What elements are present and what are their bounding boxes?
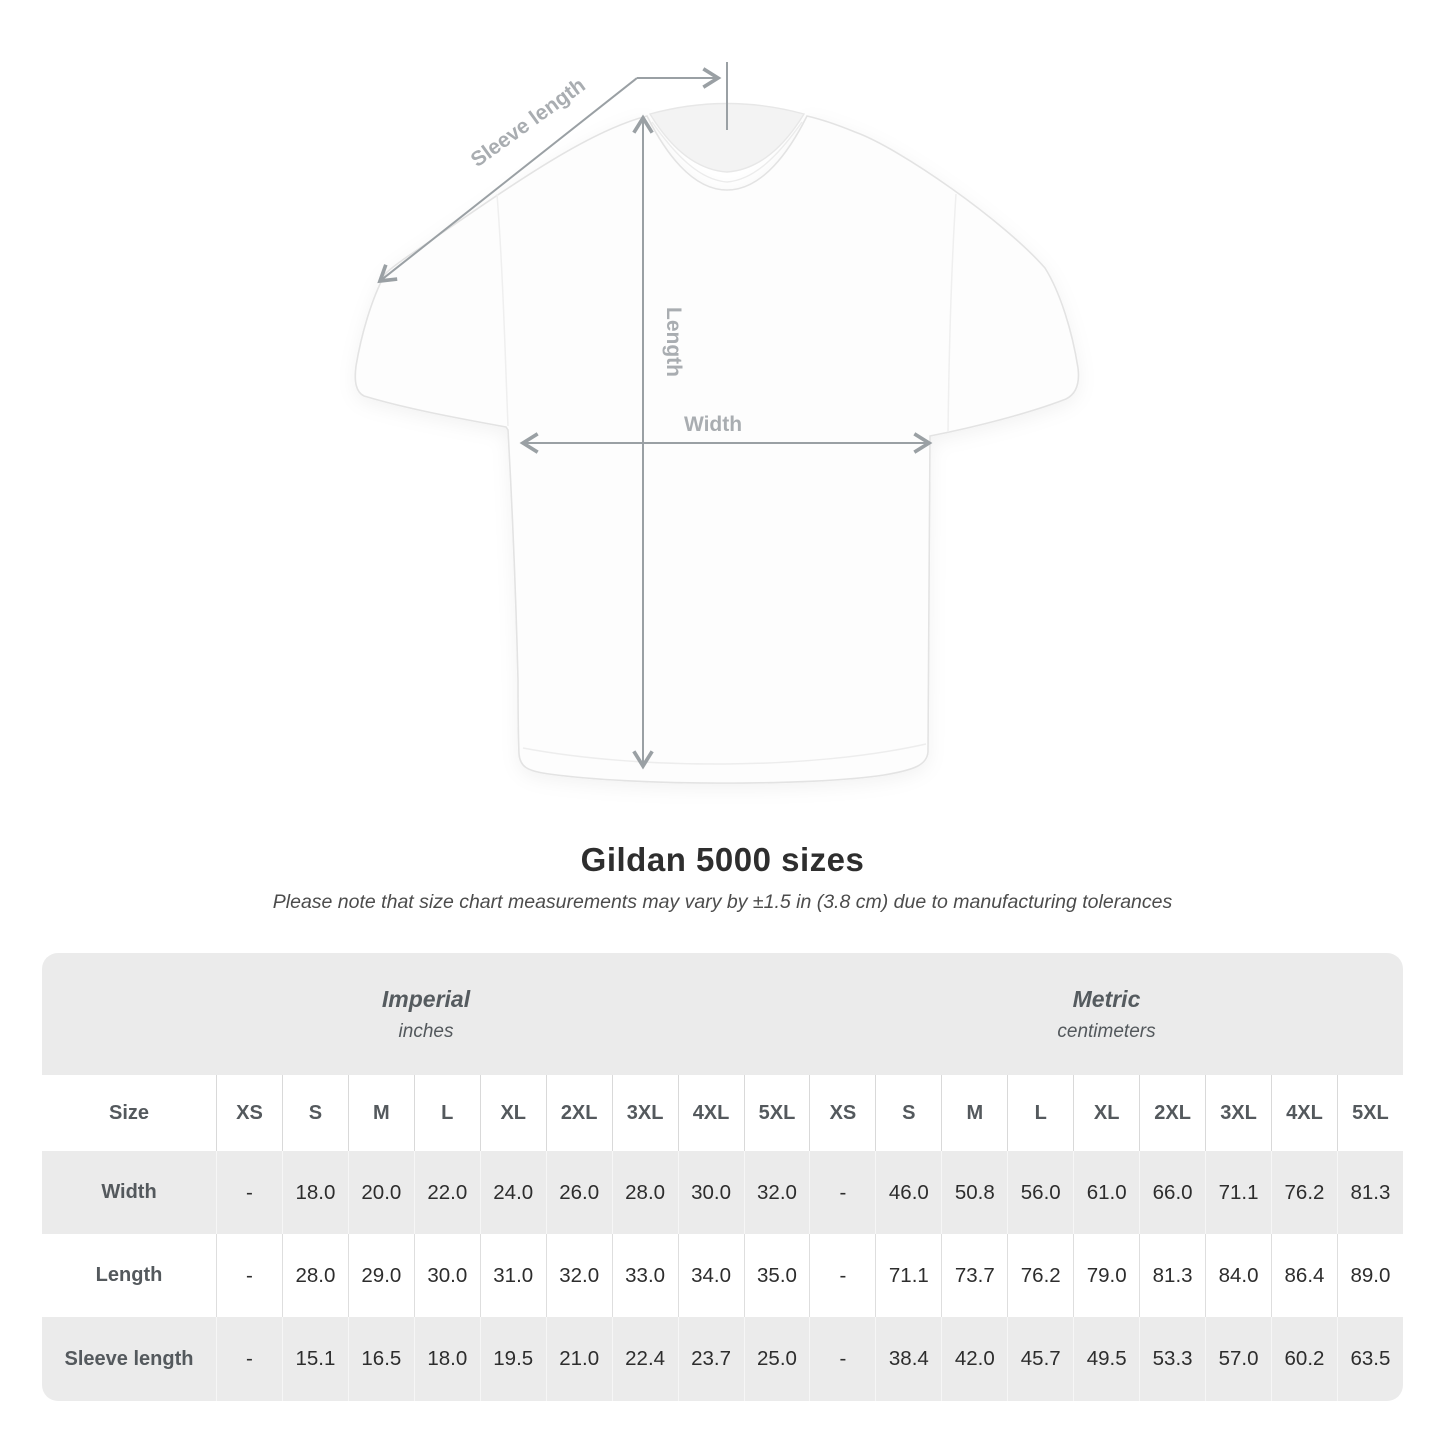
table-cell: - [809,1234,875,1317]
row-label: Sleeve length [64,1347,194,1370]
table-cell: 24.0 [479,1151,546,1234]
table-cell: 76.2 [1007,1234,1073,1317]
size-header-cell: 3XL [611,1075,678,1151]
table-cell: 28.0 [281,1234,348,1317]
table-cell: 81.3 [1336,1151,1403,1234]
size-header-cell: 2XL [1139,1075,1205,1151]
table-cell: 63.5 [1336,1317,1403,1401]
unit-header-band: Imperial inches Metric centimeters [42,953,1403,1075]
table-cell: 35.0 [743,1234,810,1317]
size-header-cell: 3XL [1205,1075,1271,1151]
table-cell: - [216,1317,282,1401]
size-header-cell: S [281,1075,348,1151]
table-cell: 30.0 [413,1234,480,1317]
table-cell: 19.5 [479,1317,546,1401]
table-cell: 34.0 [677,1234,744,1317]
imperial-header: Imperial inches [42,953,810,1075]
size-header-cell: XL [479,1075,546,1151]
table-cell: 56.0 [1007,1151,1073,1234]
table-cell: 20.0 [347,1151,414,1234]
metric-header: Metric centimeters [810,953,1403,1075]
metric-unit-label: centimeters [1057,1020,1156,1042]
size-header-cell: L [413,1075,480,1151]
table-row-sleeve-length: Sleeve length - 15.1 16.5 18.0 19.5 21.0… [42,1317,1403,1401]
size-col-header: Size [108,1101,150,1124]
imperial-unit-label: inches [398,1020,454,1042]
table-cell: 25.0 [743,1317,810,1401]
table-cell: 49.5 [1073,1317,1139,1401]
table-row-length: Length - 28.0 29.0 30.0 31.0 32.0 33.0 3… [42,1234,1403,1317]
table-cell: 18.0 [281,1151,348,1234]
size-header-cell: 5XL [743,1075,810,1151]
table-cell: 30.0 [677,1151,744,1234]
table-cell: 50.8 [941,1151,1007,1234]
size-header-row: Size XS S M L XL 2XL 3XL 4XL 5XL XS S M … [42,1075,1403,1151]
width-label: Width [684,413,742,436]
size-header-cell: XS [216,1075,282,1151]
size-table: Imperial inches Metric centimeters Size … [42,953,1403,1401]
table-cell: 84.0 [1205,1234,1271,1317]
row-label: Width [101,1181,157,1203]
table-cell: - [809,1151,875,1234]
size-header-cell: XL [1073,1075,1139,1151]
table-cell: 86.4 [1271,1234,1337,1317]
page-title: Gildan 5000 sizes [580,841,865,878]
size-header-cell: M [347,1075,414,1151]
table-cell: 28.0 [611,1151,678,1234]
metric-label: Metric [1072,985,1141,1012]
table-cell: 42.0 [941,1317,1007,1401]
table-cell: 18.0 [413,1317,480,1401]
table-cell: 22.0 [413,1151,480,1234]
table-cell: 33.0 [611,1234,678,1317]
table-cell: 21.0 [545,1317,612,1401]
size-header-cell: 2XL [545,1075,612,1151]
size-header-cell: XS [809,1075,875,1151]
table-cell: 38.4 [875,1317,941,1401]
table-cell: 46.0 [875,1151,941,1234]
measurement-arrows [377,62,933,770]
size-header-cell: M [941,1075,1007,1151]
imperial-label: Imperial [381,985,471,1012]
table-cell: 76.2 [1271,1151,1337,1234]
size-header-cell: 4XL [1271,1075,1337,1151]
row-label: Length [95,1264,163,1286]
table-cell: 57.0 [1205,1317,1271,1401]
table-cell: 60.2 [1271,1317,1337,1401]
table-cell: - [216,1151,282,1234]
table-cell: 71.1 [875,1234,941,1317]
collar-opening [648,102,806,173]
table-cell: 81.3 [1139,1234,1205,1317]
table-cell: 61.0 [1073,1151,1139,1234]
table-cell: 23.7 [677,1317,744,1401]
sleeve-length-arrow [377,77,638,284]
table-cell: 32.0 [743,1151,810,1234]
table-cell: 31.0 [479,1234,546,1317]
table-cell: 16.5 [347,1317,414,1401]
table-cell: 26.0 [545,1151,612,1234]
title-block: Gildan 5000 sizes Please note that size … [0,841,1445,914]
table-cell: 29.0 [347,1234,414,1317]
size-header-cell: S [875,1075,941,1151]
table-cell: 15.1 [281,1317,348,1401]
table-row-width: Width - 18.0 20.0 22.0 24.0 26.0 28.0 30… [42,1151,1403,1234]
tolerance-note: Please note that size chart measurements… [272,891,1173,913]
tshirt-measurement-diagram: Sleeve length Length Width [354,62,1080,784]
size-header-cell: 4XL [677,1075,744,1151]
table-cell: 66.0 [1139,1151,1205,1234]
size-header-cell: 5XL [1336,1075,1403,1151]
table-cell: 79.0 [1073,1234,1139,1317]
table-cell: 32.0 [545,1234,612,1317]
table-cell: 53.3 [1139,1317,1205,1401]
table-cell: 45.7 [1007,1317,1073,1401]
table-cell: 73.7 [941,1234,1007,1317]
length-label: Length [662,307,685,377]
table-cell: 71.1 [1205,1151,1271,1234]
table-cell: - [216,1234,282,1317]
size-header-cell: L [1007,1075,1073,1151]
table-cell: - [809,1317,875,1401]
table-cell: 89.0 [1336,1234,1403,1317]
table-cell: 22.4 [611,1317,678,1401]
